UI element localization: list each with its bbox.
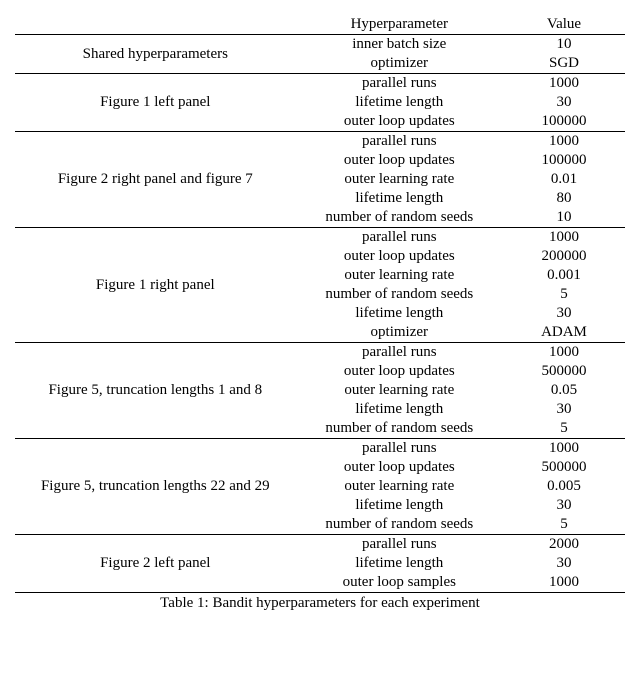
param-name: lifetime length: [296, 304, 503, 323]
section-label: Figure 2 left panel: [15, 535, 296, 593]
param-name: outer loop samples: [296, 573, 503, 593]
section-label: Figure 1 right panel: [15, 228, 296, 343]
param-value: 30: [503, 304, 625, 323]
section-label: Shared hyperparameters: [15, 35, 296, 74]
header-hyperparameter: Hyperparameter: [296, 15, 503, 35]
param-name: parallel runs: [296, 439, 503, 459]
param-name: number of random seeds: [296, 208, 503, 228]
param-name: parallel runs: [296, 228, 503, 248]
param-value: 30: [503, 93, 625, 112]
param-value: 10: [503, 208, 625, 228]
param-name: number of random seeds: [296, 515, 503, 535]
section-label: Figure 5, truncation lengths 1 and 8: [15, 343, 296, 439]
param-name: outer learning rate: [296, 477, 503, 496]
param-name: outer learning rate: [296, 170, 503, 189]
param-name: optimizer: [296, 54, 503, 74]
param-value: 5: [503, 285, 625, 304]
param-value: 1000: [503, 132, 625, 152]
param-value: 30: [503, 496, 625, 515]
param-value: 0.05: [503, 381, 625, 400]
param-name: number of random seeds: [296, 285, 503, 304]
param-name: lifetime length: [296, 554, 503, 573]
param-name: optimizer: [296, 323, 503, 343]
param-value: 0.01: [503, 170, 625, 189]
param-value: SGD: [503, 54, 625, 74]
param-value: 1000: [503, 343, 625, 363]
hyperparameter-table: HyperparameterValue Shared hyperparameter…: [15, 15, 625, 593]
param-value: 10: [503, 35, 625, 55]
param-value: 1000: [503, 439, 625, 459]
param-value: 5: [503, 515, 625, 535]
param-value: 500000: [503, 362, 625, 381]
header-value: Value: [503, 15, 625, 35]
param-value: 1000: [503, 228, 625, 248]
param-name: outer loop updates: [296, 362, 503, 381]
param-name: outer loop updates: [296, 151, 503, 170]
param-name: outer learning rate: [296, 266, 503, 285]
param-name: inner batch size: [296, 35, 503, 55]
section-label: Figure 2 right panel and figure 7: [15, 132, 296, 228]
param-value: 30: [503, 554, 625, 573]
param-value: 100000: [503, 112, 625, 132]
param-value: 30: [503, 400, 625, 419]
param-name: outer loop updates: [296, 458, 503, 477]
section-label: Figure 5, truncation lengths 22 and 29: [15, 439, 296, 535]
param-value: 2000: [503, 535, 625, 555]
param-name: lifetime length: [296, 496, 503, 515]
param-value: 500000: [503, 458, 625, 477]
param-value: 1000: [503, 573, 625, 593]
param-name: parallel runs: [296, 535, 503, 555]
param-value: 1000: [503, 74, 625, 94]
param-name: lifetime length: [296, 400, 503, 419]
param-name: lifetime length: [296, 189, 503, 208]
param-value: 5: [503, 419, 625, 439]
table-caption: Table 1: Bandit hyperparameters for each…: [15, 595, 625, 612]
param-value: 80: [503, 189, 625, 208]
param-value: 100000: [503, 151, 625, 170]
param-name: parallel runs: [296, 132, 503, 152]
param-name: parallel runs: [296, 74, 503, 94]
param-value: 200000: [503, 247, 625, 266]
param-name: parallel runs: [296, 343, 503, 363]
param-value: 0.005: [503, 477, 625, 496]
param-value: ADAM: [503, 323, 625, 343]
section-label: Figure 1 left panel: [15, 74, 296, 132]
param-name: number of random seeds: [296, 419, 503, 439]
param-name: lifetime length: [296, 93, 503, 112]
param-name: outer learning rate: [296, 381, 503, 400]
param-name: outer loop updates: [296, 112, 503, 132]
param-value: 0.001: [503, 266, 625, 285]
param-name: outer loop updates: [296, 247, 503, 266]
